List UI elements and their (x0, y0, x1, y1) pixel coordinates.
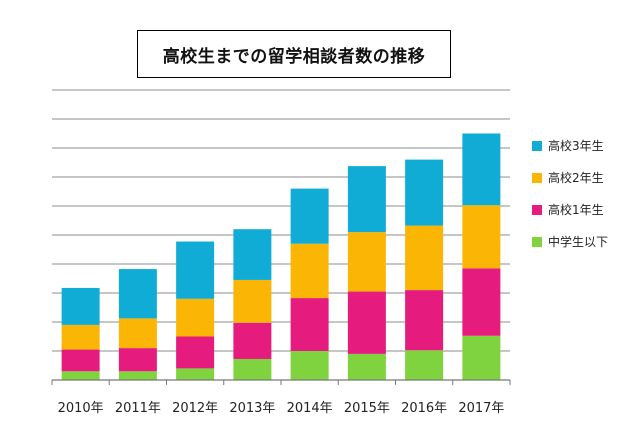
bar-segment (347, 291, 386, 354)
bar-segment (347, 353, 386, 380)
x-tick-label: 2013年 (229, 401, 275, 416)
x-tick-label: 2016年 (401, 401, 447, 416)
legend-swatch-grade1 (532, 204, 542, 215)
x-tick-label: 2015年 (344, 401, 390, 416)
bar-segment (118, 318, 157, 349)
legend-label-grade1: 高校1年生 (548, 203, 604, 217)
bar-segment (176, 298, 215, 337)
bar-segment (176, 368, 215, 380)
x-tick-label: 2014年 (287, 401, 333, 416)
bar-segment (290, 298, 329, 351)
legend-swatch-junior-high (532, 236, 542, 247)
legend-label-grade2: 高校2年生 (548, 171, 604, 185)
bar-segment (290, 351, 329, 380)
x-tick-label: 2011年 (115, 401, 161, 416)
bar-segment (61, 324, 100, 350)
legend-item-grade2: 高校2年生 (532, 170, 608, 185)
chart-title: 高校生までの留学相談者数の推移 (137, 30, 451, 78)
x-tick-label: 2017年 (458, 401, 504, 416)
bar-segment (462, 335, 501, 380)
bar-segment (176, 241, 215, 299)
bar-segment (118, 371, 157, 380)
bar-segment (176, 336, 215, 369)
bar-segment (405, 159, 444, 226)
bar-segment (290, 243, 329, 299)
bar-segment (405, 290, 444, 351)
bar-segment (347, 232, 386, 292)
bar-segment (233, 279, 272, 323)
bar-segment (462, 133, 501, 206)
bar-segment (61, 287, 100, 325)
bar-segment (347, 166, 386, 233)
bar-segment (118, 269, 157, 319)
legend-swatch-grade2 (532, 172, 542, 183)
legend-label-grade3: 高校3年生 (548, 139, 604, 153)
legend-label-junior-high: 中学生以下 (548, 235, 609, 249)
bar-segment (290, 188, 329, 244)
legend-item-grade1: 高校1年生 (532, 202, 608, 217)
legend-item-junior-high: 中学生以下 (532, 234, 608, 249)
bar-segment (462, 205, 501, 269)
bar-segment (61, 349, 100, 372)
bar-segment (462, 268, 501, 336)
x-tick-label: 2012年 (172, 401, 218, 416)
x-tick-label: 2010年 (58, 401, 104, 416)
bar-segment (233, 358, 272, 380)
legend-item-grade3: 高校3年生 (532, 138, 608, 153)
bar-segment (405, 225, 444, 291)
legend: 高校3年生 高校2年生 高校1年生 中学生以下 (532, 138, 608, 266)
bar-segment (61, 371, 100, 380)
bar-segment (233, 229, 272, 280)
bar-segment (118, 348, 157, 372)
legend-swatch-grade3 (532, 140, 542, 151)
bar-segment (405, 350, 444, 380)
bar-segment (233, 322, 272, 359)
